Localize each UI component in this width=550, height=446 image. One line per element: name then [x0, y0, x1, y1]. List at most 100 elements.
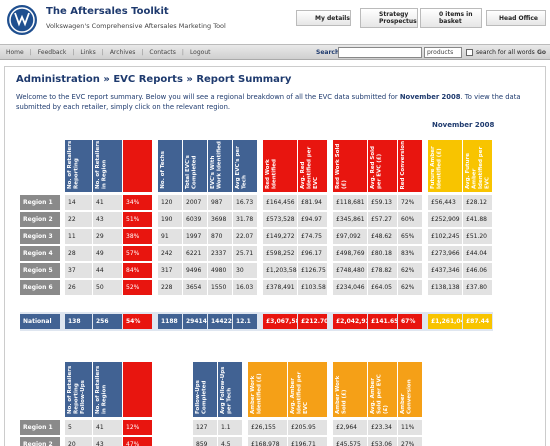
- column-header: [123, 140, 152, 192]
- column-header-text: Red Work Sold (£): [335, 143, 348, 189]
- region-label[interactable]: Region 1: [20, 420, 60, 435]
- table-cell: 2007: [183, 195, 207, 210]
- table-cell: £273,966: [428, 246, 462, 261]
- table-cell: £498,769: [333, 246, 367, 261]
- table-cell: 29414: [183, 314, 207, 329]
- intro-text: Welcome to the EVC report summary. Below…: [16, 93, 400, 101]
- table-cell: 30: [233, 263, 257, 278]
- table-cell: 27%: [398, 437, 422, 446]
- table-cell: £168,978: [248, 437, 287, 446]
- region-label[interactable]: Region 5: [20, 263, 60, 278]
- table-cell: £23.34: [368, 420, 397, 435]
- table-cell: 6221: [183, 246, 207, 261]
- table-cell: 4.5: [218, 437, 242, 446]
- column-header-text: No. of Retailers Reporting Follow-Ups: [67, 365, 86, 414]
- nav-link[interactable]: Logout: [189, 49, 211, 56]
- table-cell: £164,456: [263, 195, 297, 210]
- table-cell: 22.07: [233, 229, 257, 244]
- table-cell: 49: [93, 246, 122, 261]
- table-cell: £573,528: [263, 212, 297, 227]
- table-cell: 5: [65, 420, 92, 435]
- column-header-text: Avg EVC's per Tech: [235, 146, 248, 189]
- region-label[interactable]: Region 4: [20, 246, 60, 261]
- table-cell: £53.06: [368, 437, 397, 446]
- region-label[interactable]: Region 2: [20, 212, 60, 227]
- head-office-button[interactable]: Head Office: [486, 10, 546, 26]
- table-cell: £56,443: [428, 195, 462, 210]
- column-header-text: EVC's With Work Identified: [210, 141, 223, 189]
- content-panel: [4, 66, 546, 446]
- table-cell: £252,909: [428, 212, 462, 227]
- column-header: Avg. Red Sold per EVC (£): [368, 140, 397, 192]
- nav-link[interactable]: Contacts: [149, 49, 176, 56]
- site-subtitle: Volkswagen's Comprehensive Aftersales Ma…: [46, 22, 226, 30]
- table-cell: £78.82: [368, 263, 397, 278]
- nav-link[interactable]: Home: [6, 49, 24, 56]
- breadcrumb: Administration » EVC Reports » Report Su…: [16, 74, 292, 85]
- column-header-text: Future Amber Identified (£): [430, 146, 443, 189]
- column-header-text: Red Work Identified: [265, 159, 278, 189]
- table-cell: 20: [65, 437, 92, 446]
- region-label[interactable]: Region 2: [20, 437, 60, 446]
- table-cell: 120: [158, 195, 182, 210]
- strategy-button[interactable]: Strategy Prospectus: [360, 8, 418, 28]
- table-cell: 44: [93, 263, 122, 278]
- table-cell: £37.80: [463, 280, 492, 295]
- table-cell: 57%: [123, 246, 152, 261]
- nav-link[interactable]: Archives: [109, 49, 136, 56]
- nav-link[interactable]: Links: [80, 49, 96, 56]
- region-label: National: [20, 314, 60, 329]
- column-header: Avg. Amber Sold per EVC (£): [368, 362, 397, 417]
- table-cell: 16.73: [233, 195, 257, 210]
- table-cell: £41.88: [463, 212, 492, 227]
- table-cell: 12.1: [233, 314, 257, 329]
- table-cell: 25.71: [233, 246, 257, 261]
- table-cell: 60%: [398, 212, 422, 227]
- table-cell: £598,252: [263, 246, 297, 261]
- my-details-button[interactable]: My details: [296, 10, 351, 26]
- table-cell: £2,964: [333, 420, 367, 435]
- site-title: The Aftersales Toolkit: [46, 6, 169, 17]
- search-select[interactable]: products: [424, 47, 462, 58]
- nav-separator: |: [141, 49, 144, 56]
- region-label[interactable]: Region 3: [20, 229, 60, 244]
- column-header: No. of Retailers in Region: [93, 362, 122, 417]
- column-header-text: Avg. Future Amber Identified per EVC: [465, 146, 491, 189]
- go-button[interactable]: Go: [537, 49, 547, 56]
- search-input[interactable]: [338, 47, 422, 58]
- column-header: Amber Work Identified (£): [248, 362, 287, 417]
- table-cell: £97,092: [333, 229, 367, 244]
- table-cell: 14: [65, 195, 92, 210]
- table-cell: 62%: [398, 263, 422, 278]
- nav-link[interactable]: Feedback: [37, 49, 67, 56]
- table-cell: £126.75: [298, 263, 327, 278]
- column-header: Red Conversion: [398, 140, 422, 192]
- region-label[interactable]: Region 1: [20, 195, 60, 210]
- nav-bar: Home | Feedback | Links | Archives | Contacts | Lo…: [0, 44, 550, 60]
- table-cell: £48.62: [368, 229, 397, 244]
- table-cell: 242: [158, 246, 182, 261]
- table-cell: £138,138: [428, 280, 462, 295]
- table-cell: 4980: [208, 263, 232, 278]
- table-cell: 14422: [208, 314, 232, 329]
- table-cell: £94.97: [298, 212, 327, 227]
- region-label[interactable]: Region 6: [20, 280, 60, 295]
- column-header-text: Avg Follow-Ups per Tech: [220, 366, 233, 414]
- table-cell: 11%: [398, 420, 422, 435]
- column-header: Avg. Red Identified per EVC: [298, 140, 327, 192]
- basket-button[interactable]: 0 items in basket: [420, 8, 482, 28]
- search-checkbox[interactable]: [466, 49, 473, 56]
- column-header-text: Avg. Amber Sold per EVC (£): [370, 374, 389, 414]
- table-cell: 31.78: [233, 212, 257, 227]
- table-cell: £59.13: [368, 195, 397, 210]
- table-cell: £28.12: [463, 195, 492, 210]
- column-header: Follow-Ups Completed: [193, 362, 217, 417]
- nav-separator: |: [29, 49, 32, 56]
- table-cell: £437,346: [428, 263, 462, 278]
- table-cell: 51%: [123, 212, 152, 227]
- intro-text: . To view the data submitted by each ret…: [16, 93, 521, 111]
- column-header: Avg. Future Amber Identified per EVC: [463, 140, 492, 192]
- column-header-text: Amber Conversion: [400, 379, 413, 414]
- column-header: No. of Retailers in Region: [93, 140, 122, 192]
- nav-links: Home | Feedback | Links | Archives | Contacts | Lo…: [6, 49, 210, 56]
